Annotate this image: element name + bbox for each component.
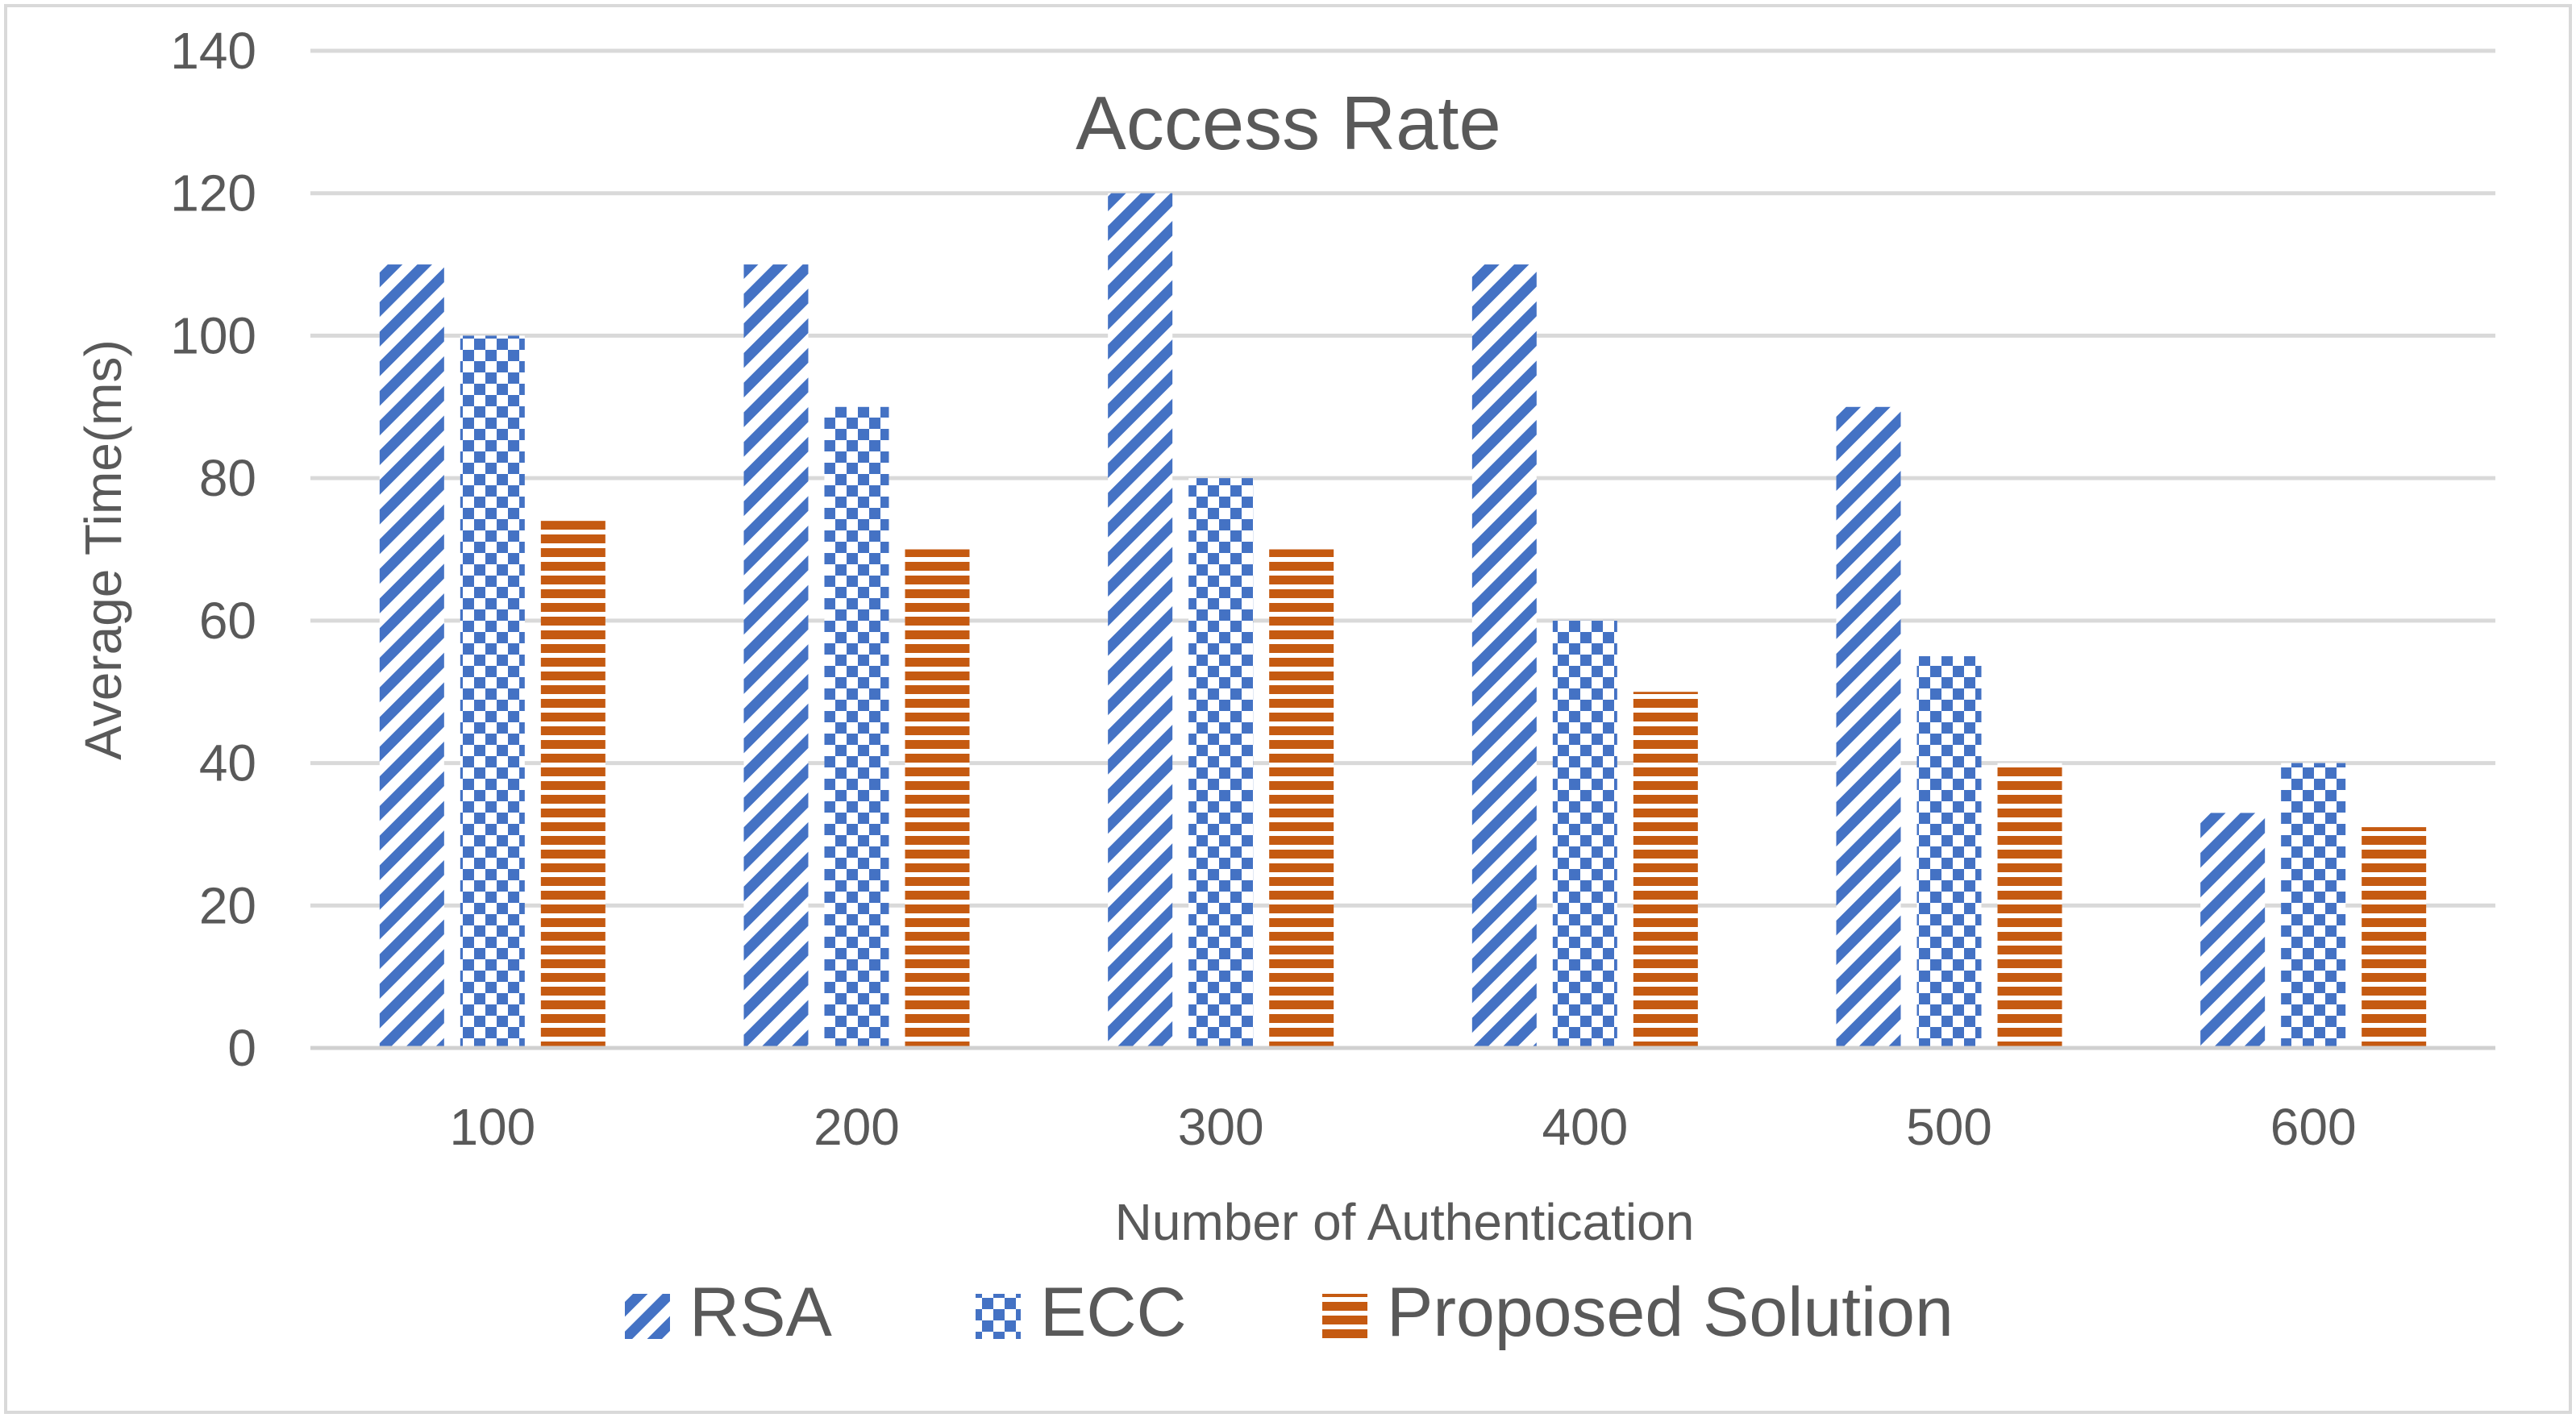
bar-proposed-solution-600 [2362,827,2427,1046]
bar-rsa-100 [379,264,444,1046]
legend-label-ecc: ECC [1040,1274,1187,1351]
bar-rsa-500 [1836,406,1901,1046]
legend-swatch-proposed-solution [1322,1294,1367,1339]
bar-rsa-300 [1108,193,1173,1046]
bar-proposed-solution-500 [1997,763,2062,1046]
bar-rsa-400 [1471,264,1537,1046]
gridlines [310,48,2495,1050]
y-tick-label: 120 [170,164,256,222]
y-tick-label: 80 [199,449,256,507]
bar-ecc-100 [460,335,525,1046]
y-tick-label: 100 [170,306,256,364]
legend-label-rsa: RSA [689,1274,832,1351]
bar-ecc-200 [824,406,889,1046]
x-axis-ticks: 100 200 300 400 500 600 [449,1098,2356,1156]
bar-proposed-solution-400 [1633,692,1698,1046]
legend-label-proposed-solution: Proposed Solution [1387,1274,1954,1351]
x-tick-label: 500 [1906,1098,1992,1156]
x-tick-label: 400 [1542,1098,1628,1156]
y-tick-label: 20 [199,876,256,934]
legend: RSA ECC Proposed Solution [625,1274,1954,1351]
x-tick-label: 600 [2270,1098,2357,1156]
y-tick-label: 0 [227,1019,256,1077]
y-tick-label: 140 [170,22,256,80]
chart-title: Access Rate [1076,81,1501,165]
bar-rsa-600 [2200,813,2266,1046]
bars [379,193,2427,1046]
y-axis-label: Average Time(ms) [74,339,132,760]
bar-ecc-600 [2281,763,2346,1046]
legend-swatch-rsa [625,1294,670,1339]
bar-proposed-solution-200 [905,549,970,1046]
y-axis-ticks: 0 20 40 60 80 100 120 140 [170,22,256,1077]
x-tick-label: 200 [814,1098,900,1156]
bar-proposed-solution-300 [1269,549,1334,1046]
bar-ecc-500 [1916,656,1982,1046]
y-tick-label: 60 [199,592,256,650]
bar-ecc-400 [1552,620,1617,1046]
bar-ecc-300 [1188,478,1254,1046]
bar-proposed-solution-100 [540,521,606,1046]
x-tick-label: 100 [449,1098,535,1156]
legend-swatch-ecc [976,1294,1021,1339]
bar-rsa-200 [743,264,809,1046]
x-tick-label: 300 [1178,1098,1264,1156]
y-tick-label: 40 [199,734,256,792]
x-axis-label: Number of Authentication [1115,1193,1695,1251]
